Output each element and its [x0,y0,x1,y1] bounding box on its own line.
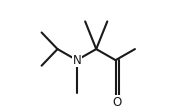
Text: O: O [113,96,122,109]
Text: N: N [73,54,81,67]
